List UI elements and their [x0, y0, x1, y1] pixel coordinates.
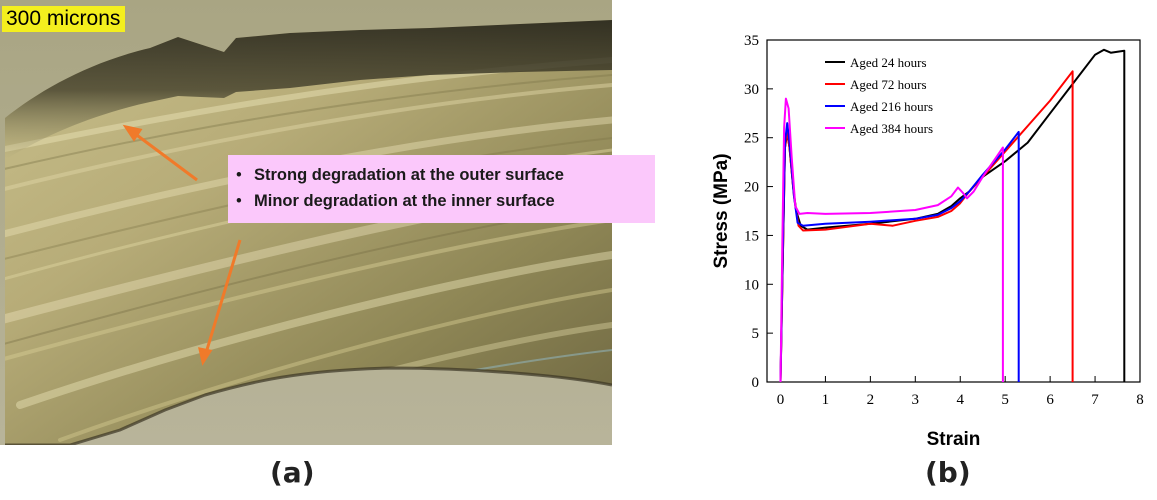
y-tick-label: 20 [744, 180, 759, 196]
plot-area [766, 39, 1141, 383]
y-tick-label: 0 [752, 375, 760, 391]
callout-text-inner: Minor degradation at the inner surface [254, 192, 555, 210]
x-axis-ticks: 0 1 2 3 4 5 6 7 8 [777, 376, 1144, 408]
micrograph-image [0, 0, 613, 447]
bullet-icon: • [236, 192, 242, 210]
degradation-callout: • Strong degradation at the outer surface… [228, 155, 655, 223]
legend-label: Aged 216 hours [850, 99, 933, 114]
y-tick-label: 15 [744, 228, 759, 244]
bullet-icon: • [236, 166, 242, 184]
panel-label-a: (a) [270, 456, 315, 489]
scale-bar-label: 300 microns [2, 6, 126, 32]
y-tick-label: 5 [752, 326, 760, 342]
legend-label: Aged 24 hours [850, 55, 927, 70]
series-line-2 [779, 122, 1020, 383]
callout-item-inner: • Minor degradation at the inner surface [236, 188, 655, 214]
x-tick-label: 2 [867, 392, 875, 408]
x-tick-label: 7 [1091, 392, 1099, 408]
panel-label-b: (b) [925, 456, 971, 489]
x-tick-label: 6 [1046, 392, 1054, 408]
x-tick-label: 5 [1001, 392, 1009, 408]
callout-text-outer: Strong degradation at the outer surface [254, 166, 564, 184]
x-tick-label: 0 [777, 392, 785, 408]
micrograph-panel: 300 microns • Strong degradation at the o… [0, 0, 655, 447]
x-tick-label: 4 [956, 392, 964, 408]
series-line-1 [779, 70, 1074, 383]
callout-item-outer: • Strong degradation at the outer surface [236, 162, 655, 188]
y-tick-label: 25 [744, 131, 759, 147]
x-tick-label: 8 [1136, 392, 1144, 408]
series-layer [779, 48, 1126, 383]
y-axis-ticks: 0 5 10 15 20 25 30 35 [744, 33, 773, 391]
arrow-icon [122, 124, 242, 366]
y-tick-label: 30 [744, 82, 759, 98]
x-axis-title: Strain [927, 429, 981, 450]
y-axis-title: Stress (MPa) [711, 153, 732, 268]
legend-label: Aged 72 hours [850, 77, 927, 92]
legend: Aged 24 hours Aged 72 hours Aged 216 hours… [825, 55, 933, 136]
series-line-3 [779, 97, 1004, 383]
y-tick-label: 35 [744, 33, 759, 49]
legend-label: Aged 384 hours [850, 121, 933, 136]
x-tick-label: 1 [822, 392, 830, 408]
x-tick-label: 3 [912, 392, 920, 408]
plot-border [766, 39, 1141, 383]
y-tick-label: 10 [744, 277, 759, 293]
